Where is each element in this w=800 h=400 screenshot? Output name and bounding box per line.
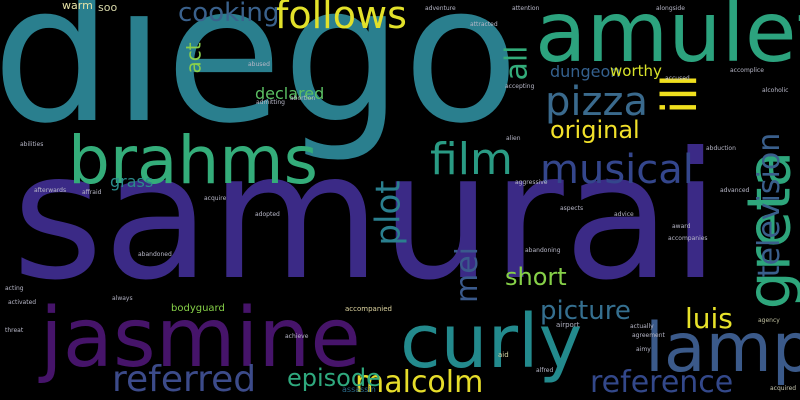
word-curly: curly bbox=[400, 299, 583, 385]
word-alfred: alfred bbox=[536, 367, 554, 374]
word-accepting: accepting bbox=[505, 83, 535, 90]
word-malcolm: malcolm bbox=[355, 365, 484, 400]
word-acquire: acquire bbox=[204, 195, 227, 202]
word-affraid: affraid bbox=[82, 189, 102, 196]
word-television: television bbox=[752, 132, 788, 278]
word-activated: activated bbox=[8, 299, 37, 306]
word-warm: warm bbox=[62, 0, 93, 12]
word-adopted: adopted bbox=[255, 211, 280, 218]
word-all: all bbox=[499, 45, 535, 81]
word-abortion: abortion bbox=[290, 95, 316, 102]
word-aspects: aspects bbox=[560, 205, 584, 212]
word-jasmine: jasmine bbox=[40, 291, 361, 386]
word-agency: agency bbox=[758, 317, 780, 324]
word-lamp: lamp bbox=[645, 309, 800, 388]
word-assassin: assassin bbox=[342, 385, 376, 394]
word-alien: alien bbox=[506, 135, 521, 142]
word-follows: follows bbox=[275, 0, 407, 37]
word-actually: actually bbox=[630, 323, 654, 330]
word-short: short bbox=[505, 263, 567, 291]
word-agreement: agreement bbox=[632, 332, 665, 339]
word-abduction: abduction bbox=[706, 145, 736, 152]
word-admitting: admitting bbox=[256, 99, 285, 106]
word-original: original bbox=[550, 116, 640, 144]
word-mei: mei bbox=[450, 246, 486, 304]
word-accompanied: accompanied bbox=[345, 305, 392, 313]
word-plot: plot bbox=[368, 180, 409, 246]
word-samurai: samurai bbox=[12, 116, 720, 319]
word-soo: soo bbox=[98, 1, 118, 14]
word-attention: attention bbox=[512, 5, 540, 12]
word-acting: acting bbox=[5, 285, 24, 292]
word-acquired: acquired bbox=[770, 385, 797, 392]
word-adventure: adventure bbox=[425, 5, 456, 12]
word-abandoning: abandoning bbox=[525, 247, 561, 254]
word-reference: reference bbox=[590, 365, 734, 400]
word-accompanies: accompanies bbox=[668, 235, 708, 242]
word-alcoholic: alcoholic bbox=[762, 87, 789, 94]
word-abandoned: abandoned bbox=[138, 251, 172, 258]
word-aid: aid bbox=[498, 351, 509, 359]
word-diego: diego bbox=[0, 0, 520, 165]
word-grass: grass bbox=[110, 172, 154, 191]
word-accomplice: accomplice bbox=[730, 67, 764, 74]
word-dungeon: dungeon bbox=[550, 62, 621, 81]
word-always: always bbox=[112, 295, 133, 302]
word-cooking: cooking bbox=[178, 0, 280, 28]
word-aimy: aimy bbox=[636, 346, 651, 353]
word-abilities: abilities bbox=[20, 141, 44, 148]
word-accused: accused bbox=[665, 75, 690, 82]
word-airport: airport bbox=[556, 321, 580, 329]
word-referred: referred bbox=[112, 359, 257, 400]
word-award: award bbox=[672, 223, 691, 230]
word-afterwards: afterwards bbox=[34, 187, 67, 194]
word-luis: luis bbox=[685, 302, 733, 335]
word-pizza: pizza bbox=[545, 79, 649, 125]
word-alongside: alongside bbox=[656, 5, 685, 12]
word-threat: threat bbox=[5, 327, 24, 334]
word-episode: episode bbox=[287, 364, 381, 392]
word-amulet: amulet bbox=[535, 0, 800, 81]
word-achieve: achieve bbox=[285, 333, 309, 340]
word-advanced: advanced bbox=[720, 187, 750, 194]
word-attracted: attracted bbox=[470, 21, 498, 28]
word-aggressive: aggressive bbox=[515, 179, 548, 186]
word-advice: advice bbox=[614, 211, 634, 218]
word-abused: abused bbox=[248, 61, 270, 68]
word-act: act bbox=[181, 42, 206, 74]
word-film: film bbox=[430, 134, 513, 185]
word-picture: picture bbox=[540, 296, 631, 326]
word-musical: musical bbox=[540, 147, 694, 193]
word-worthy: worthy bbox=[610, 62, 662, 80]
word-brahms: brahms bbox=[68, 122, 318, 199]
word-declared: declared bbox=[255, 84, 325, 103]
word-bodyguard: bodyguard bbox=[171, 303, 225, 314]
